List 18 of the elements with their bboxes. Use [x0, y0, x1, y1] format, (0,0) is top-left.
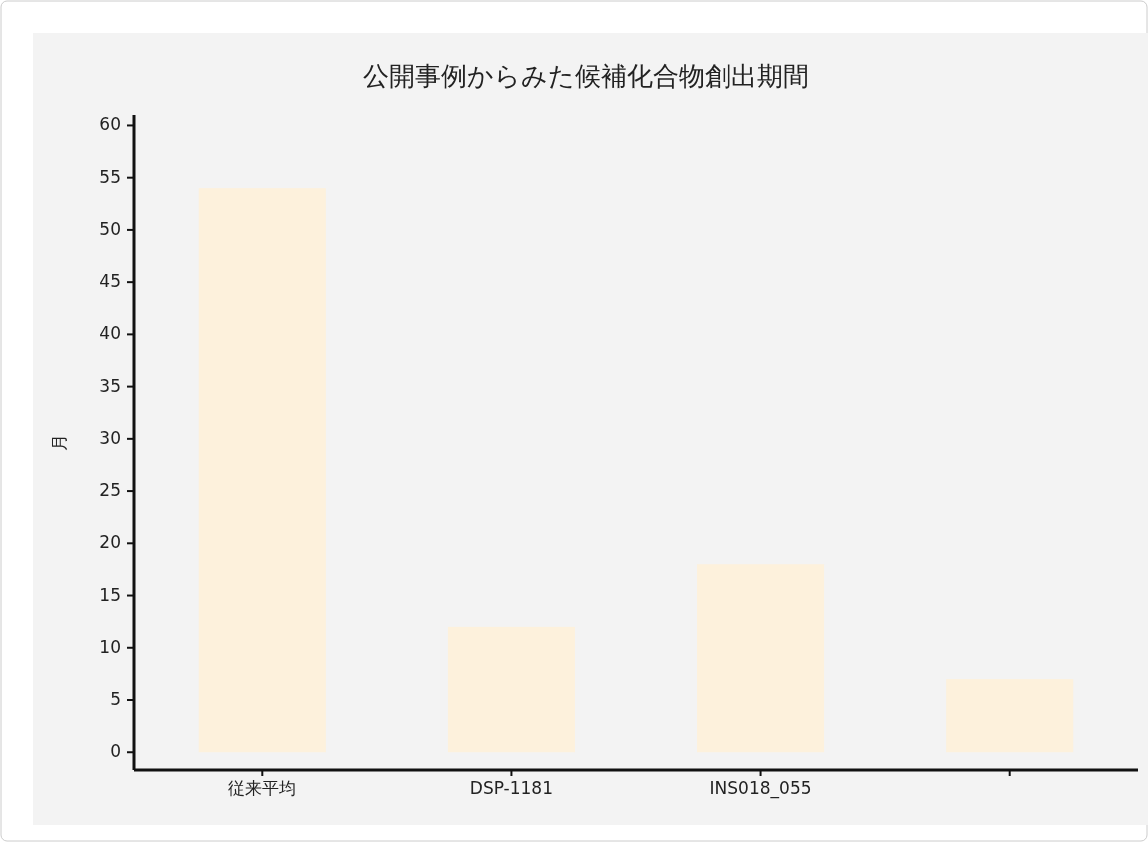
x-tick-label: INS018_055 — [709, 778, 812, 799]
y-tick-label: 20 — [99, 532, 121, 553]
y-tick-label: 25 — [99, 480, 121, 501]
y-tick-label: 40 — [99, 323, 121, 344]
y-axis-title: 月 — [49, 434, 69, 451]
y-tick-label: 30 — [99, 427, 121, 448]
x-tick-label: 従来平均 — [228, 778, 297, 798]
y-tick-label: 5 — [110, 689, 121, 710]
y-tick-label: 0 — [110, 741, 121, 762]
y-tick-label: 15 — [99, 584, 121, 605]
y-tick-label: 35 — [99, 375, 121, 396]
x-tick-label: DSP-1181 — [469, 778, 554, 798]
y-tick-label: 60 — [99, 114, 121, 135]
y-tick-label: 45 — [99, 271, 121, 292]
chart-title: 公開事例からみた候補化合物創出期間 — [363, 61, 809, 91]
y-tick-label: 50 — [99, 218, 121, 239]
y-tick-label: 55 — [99, 166, 121, 187]
y-tick-label: 10 — [99, 636, 121, 657]
